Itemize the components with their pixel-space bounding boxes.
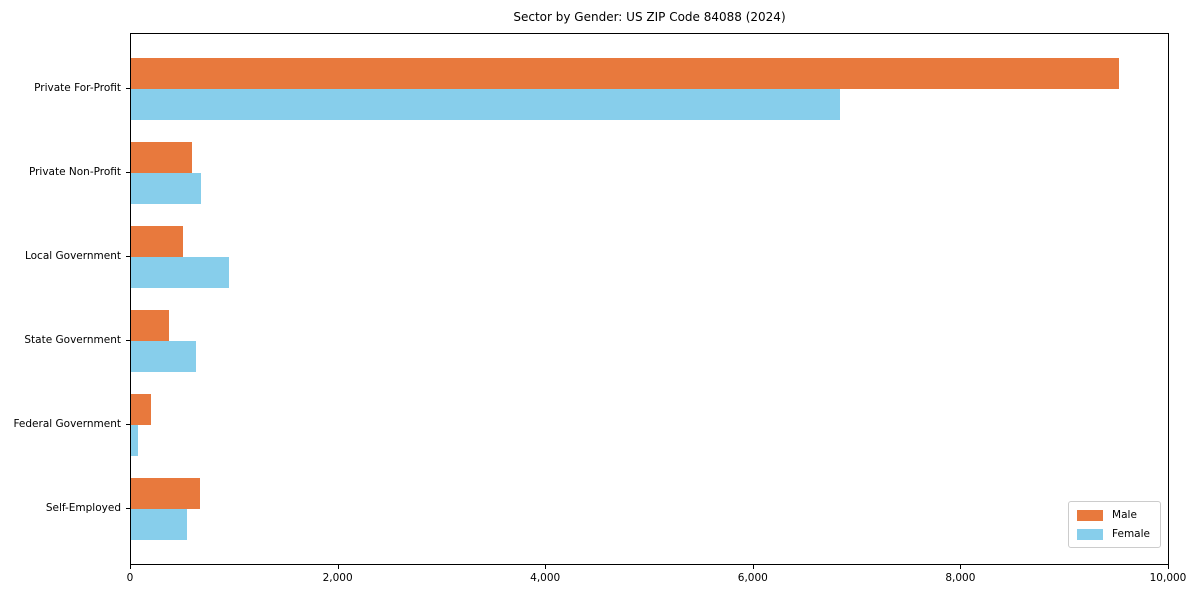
bar-male-1 (131, 142, 193, 173)
bar-male-5 (131, 478, 200, 509)
x-tick-label: 4,000 (530, 572, 561, 584)
bar-female-1 (131, 173, 201, 204)
bar-female-3 (131, 341, 197, 372)
x-tick-label: 10,000 (1149, 572, 1187, 584)
bars-layer (131, 34, 1168, 564)
plot-area: Male Female (130, 33, 1169, 565)
legend-item-male: Male (1077, 509, 1150, 521)
x-tick-mark (752, 565, 754, 569)
y-tick-label: Private For-Profit (34, 82, 121, 94)
x-tick-label: 6,000 (737, 572, 768, 584)
x-tick-mark (130, 565, 131, 569)
y-tick-label: Federal Government (13, 418, 121, 430)
bar-male-4 (131, 394, 151, 425)
legend-swatch-female (1077, 528, 1104, 540)
y-tick-mark (126, 172, 130, 173)
bar-female-2 (131, 257, 229, 288)
y-tick-mark (126, 88, 130, 89)
x-tick-label: 2,000 (322, 572, 353, 584)
y-tick-label: Private Non-Profit (28, 166, 121, 178)
y-tick-label: Self-Employed (45, 502, 121, 514)
bar-male-2 (131, 226, 183, 257)
bar-female-5 (131, 509, 188, 540)
y-tick-mark (126, 256, 130, 257)
x-tick-label: 8,000 (945, 572, 976, 584)
x-tick-label: 0 (126, 572, 134, 584)
legend-label: Male (1112, 509, 1137, 521)
legend-item-female: Female (1077, 528, 1150, 540)
y-tick-mark (126, 424, 130, 425)
bar-male-3 (131, 310, 170, 341)
y-tick-label: Local Government (24, 250, 121, 262)
x-tick-mark (960, 565, 962, 569)
y-tick-mark (126, 340, 130, 341)
x-tick-mark (1168, 565, 1169, 569)
x-tick-mark (337, 565, 339, 569)
bar-female-4 (131, 425, 139, 456)
y-tick-mark (126, 508, 130, 509)
bar-female-0 (131, 89, 840, 120)
x-tick-mark (545, 565, 547, 569)
y-tick-label: State Government (24, 334, 121, 346)
bar-male-0 (131, 58, 1120, 89)
chart-title: Sector by Gender: US ZIP Code 84088 (202… (513, 10, 786, 24)
legend-swatch-male (1077, 509, 1104, 521)
legend: Male Female (1068, 501, 1161, 548)
legend-label: Female (1112, 528, 1150, 540)
